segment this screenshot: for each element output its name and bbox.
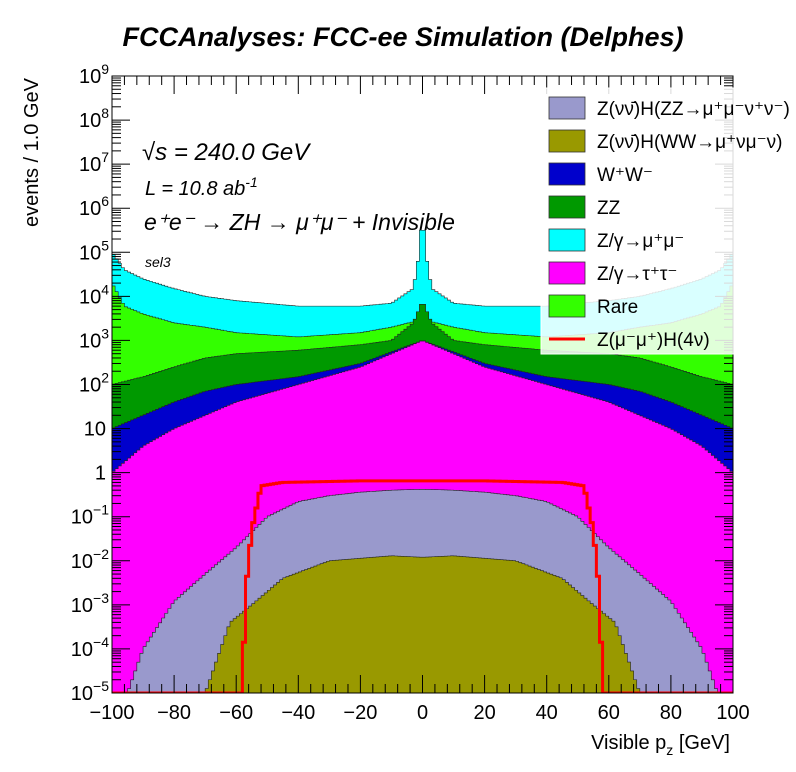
x-tick-label: −40	[281, 702, 315, 724]
legend-label-w-w: W⁺W⁻	[597, 165, 653, 186]
legend-swatch-z-h-ww	[548, 129, 586, 153]
x-axis: −100 −80 −60 −40 −20 0 20 40 60 80 100	[89, 76, 750, 724]
y-tick-label: 105	[79, 237, 109, 264]
y-tick-label: 104	[79, 281, 109, 308]
y-tick-label: 1	[95, 463, 106, 485]
y-tick-label: 10−2	[71, 546, 109, 573]
histogram-stack	[112, 229, 733, 693]
signal-line-layer	[112, 479, 733, 693]
x-tick-label: −100	[89, 702, 134, 724]
annotation-process: e⁺e⁻ → ZH → μ⁺μ⁻ + Invisible	[144, 209, 455, 235]
y-axis-label: events / 1.0 GeV	[21, 77, 43, 227]
legend-swatch-z-h-zz	[548, 96, 586, 120]
x-tick-label: 80	[660, 702, 682, 724]
legend-swatch-z	[548, 261, 586, 285]
y-tick-label: 10−5	[71, 678, 109, 705]
y-tick-label: 10	[84, 419, 106, 441]
x-axis-label: Visible pz [GeV]	[591, 732, 730, 758]
legend-swatch-rare	[548, 294, 586, 318]
signal-line-z-h-4	[112, 479, 733, 693]
legend-label-z: Z/γ→τ⁺τ⁻	[597, 264, 677, 285]
y-tick-label: 10−1	[71, 502, 109, 529]
legend-label-z-h-zz: Z(νν̄)H(ZZ→μ⁺μ⁻ν⁺ν⁻)	[597, 99, 790, 120]
legend-label-rare: Rare	[597, 297, 638, 318]
x-tick-label: 100	[716, 702, 749, 724]
annotation-selection: sel3	[145, 254, 171, 270]
y-tick-label: 108	[79, 105, 109, 132]
legend-swatch-zz	[548, 195, 586, 219]
x-tick-label: 0	[417, 702, 428, 724]
x-tick-label: 20	[473, 702, 495, 724]
y-tick-label: 109	[79, 61, 109, 88]
legend-swatch-z	[548, 228, 586, 252]
annotation-luminosity: L = 10.8 ab-1	[145, 174, 258, 200]
legend-label-z-h-4: Z(μ⁻μ⁺)H(4ν)	[597, 330, 710, 351]
legend-swatch-w-w	[548, 162, 586, 186]
annotation-energy: √s = 240.0 GeV	[142, 139, 311, 166]
x-tick-label: −60	[219, 702, 253, 724]
x-tick-label: −20	[343, 702, 377, 724]
legend-label-z: Z/γ→μ⁺μ⁻	[597, 231, 684, 252]
x-tick-label: 40	[536, 702, 558, 724]
x-tick-label: −80	[157, 702, 191, 724]
y-tick-label: 106	[79, 193, 109, 220]
legend-label-zz: ZZ	[597, 198, 621, 219]
legend-label-z-h-ww: Z(νν̄)H(WW→μ⁺νμ⁻ν)	[597, 132, 782, 153]
y-tick-label: 10−3	[71, 590, 109, 617]
y-tick-label: 103	[79, 325, 109, 352]
legend: Z(νν̄)H(ZZ→μ⁺μ⁻ν⁺ν⁻) Z(νν̄)H(WW→μ⁺νμ⁻ν) W⁺…	[540, 87, 796, 355]
x-tick-label: 60	[598, 702, 620, 724]
y-tick-label: 107	[79, 149, 109, 176]
chart-title: FCCAnalyses: FCC-ee Simulation (Delphes)	[122, 22, 683, 52]
y-tick-label: 102	[79, 370, 109, 397]
y-tick-label: 10−4	[71, 634, 109, 661]
